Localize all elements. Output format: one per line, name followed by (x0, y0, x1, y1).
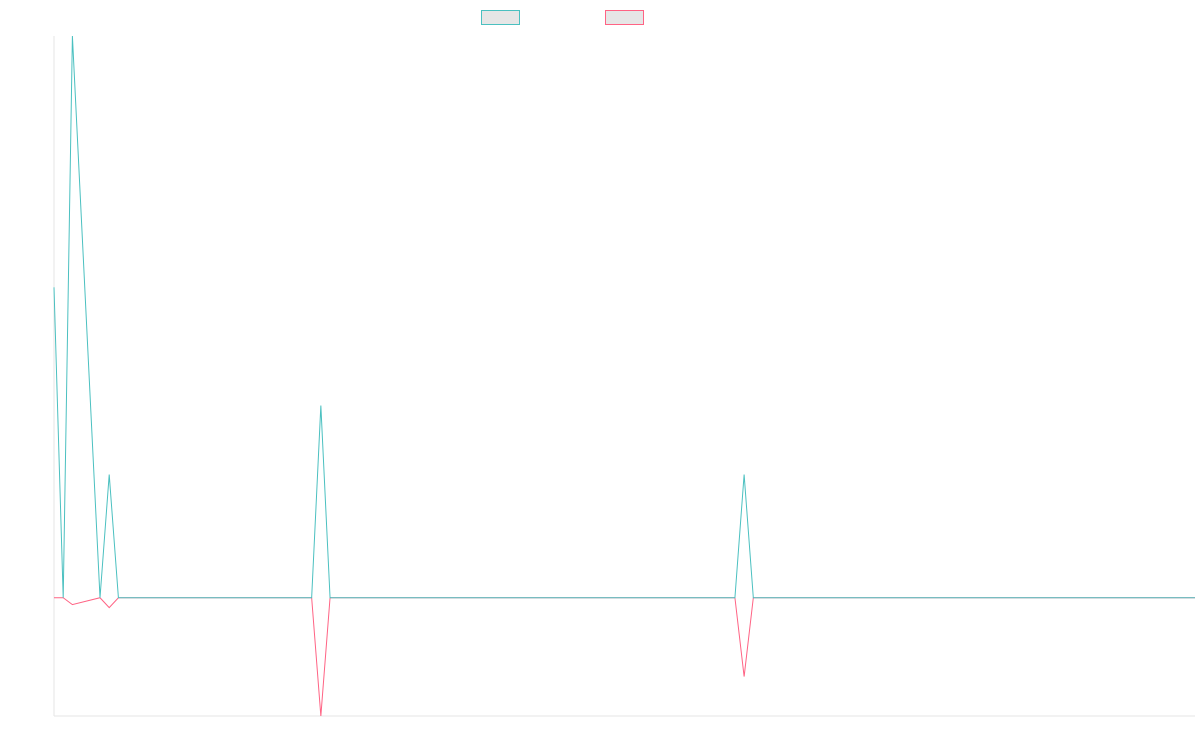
legend-swatch-series-2[interactable] (605, 10, 644, 25)
series-2-line[interactable] (54, 597, 1195, 717)
series-layer (53, 35, 1195, 717)
series-1-line[interactable] (53, 35, 1195, 599)
legend-swatch-series-1[interactable] (481, 10, 520, 25)
